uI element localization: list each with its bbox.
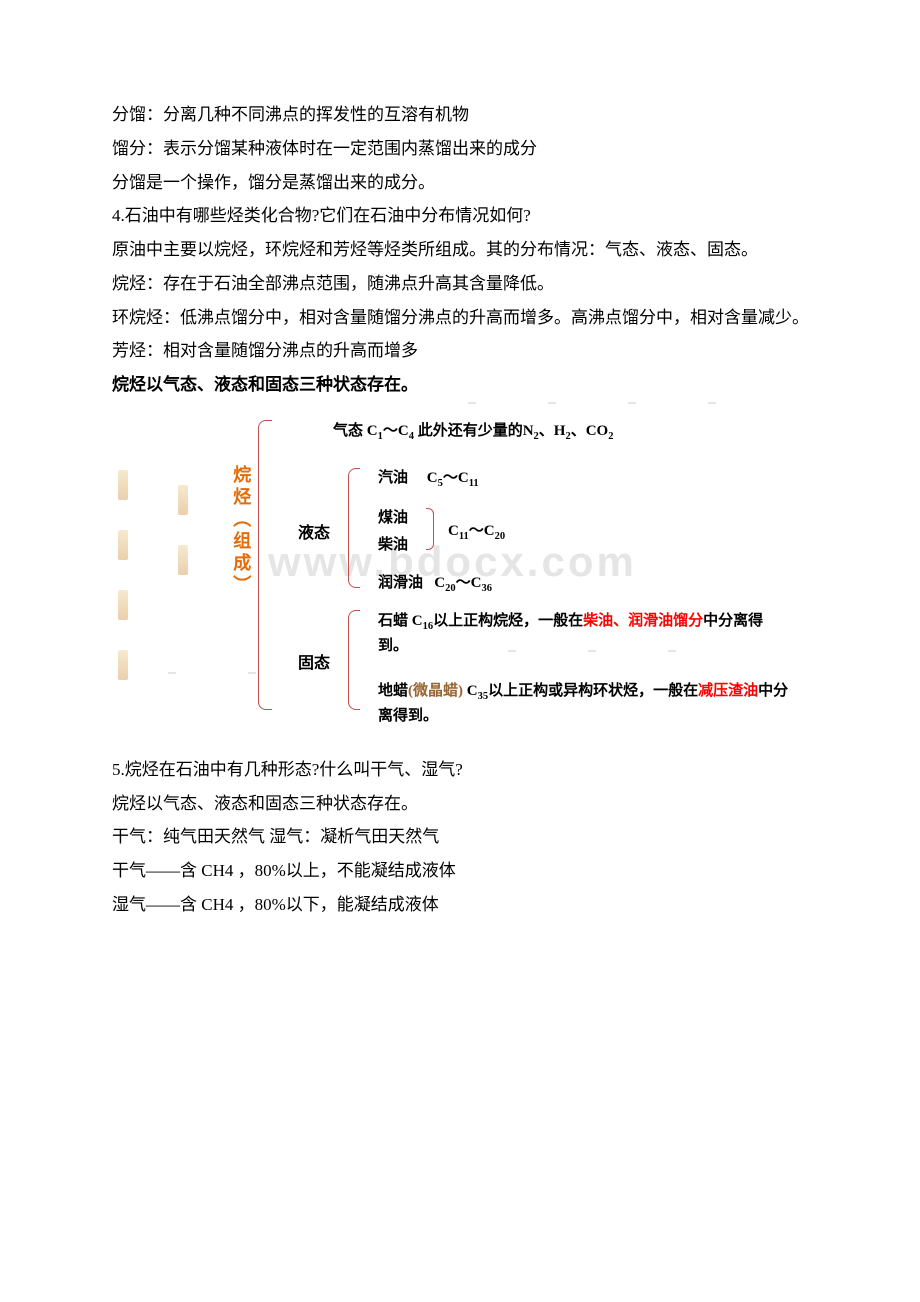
para-fenlu-def: 分馏：分离几种不同沸点的挥发性的互溶有机物	[78, 100, 842, 130]
alkane-classification-diagram: www.bdocx.com 烷烃（组成） 气态 C1～C4 此外还有少量的N2、…	[148, 410, 748, 740]
para-dry-wet-gas-def: 干气：纯气田天然气 湿气：凝析气田天然气	[78, 822, 842, 852]
gas-line: 气态 C1～C4 此外还有少量的N2、H2、CO2	[333, 418, 613, 446]
para-fenlu-liufen-diff: 分馏是一个操作，馏分是蒸馏出来的成分。	[78, 168, 842, 198]
question-4: 4.石油中有哪些烃类化合物?它们在石油中分布情况如何?	[78, 201, 842, 231]
liquid-bracket	[348, 468, 360, 588]
main-bracket	[258, 420, 272, 710]
question-5: 5.烷烃在石油中有几种形态?什么叫干气、湿气?	[78, 755, 842, 785]
watermark-bar	[118, 650, 128, 680]
watermark-bar	[178, 545, 188, 575]
grid-mark	[248, 672, 256, 674]
solid-state-label: 固态	[298, 650, 330, 678]
diesel-line: 柴油	[378, 532, 408, 558]
grid-mark	[548, 402, 556, 404]
para-aromatic-dist: 芳烃：相对含量随馏分沸点的升高而增多	[78, 336, 842, 366]
watermark-bar	[118, 470, 128, 500]
kd-range: C11～C20	[448, 518, 505, 546]
ceresin-line: 地蜡(微晶蜡) C35以上正构或异构环状烃，一般在减压渣油中分离得到。	[378, 680, 798, 727]
watermark-bar	[118, 590, 128, 620]
para-cycloalkane-dist: 环烷烃：低沸点馏分中，相对含量随馏分沸点的升高而增多。高沸点馏分中，相对含量减少…	[78, 303, 842, 333]
grid-mark	[668, 650, 676, 652]
grid-mark	[168, 672, 176, 674]
gasoline-line: 汽油 C5～C11	[378, 465, 479, 493]
paraffin-line: 石蜡 C16以上正构烷烃，一般在柴油、润滑油馏分中分离得到。	[378, 610, 778, 657]
kd-bracket	[426, 508, 434, 550]
para-dry-gas: 干气——含 CH4 ，80%以上，不能凝结成液体	[78, 856, 842, 886]
para-alkane-dist: 烷烃：存在于石油全部沸点范围，随沸点升高其含量降低。	[78, 269, 842, 299]
grid-mark	[468, 402, 476, 404]
grid-mark	[708, 402, 716, 404]
solid-bracket	[348, 610, 360, 710]
grid-mark	[588, 650, 596, 652]
kerosene-line: 煤油	[378, 505, 408, 531]
watermark-bar	[178, 485, 188, 515]
para-liufen-def: 馏分：表示分馏某种液体时在一定范围内蒸馏出来的成分	[78, 134, 842, 164]
lube-line: 润滑油 C20～C36	[378, 570, 492, 598]
para-alkane-states-bold: 烷烃以气态、液态和固态三种状态存在。	[78, 370, 842, 400]
root-label: 烷烃（组成）	[228, 465, 253, 597]
watermark-bar	[118, 530, 128, 560]
liquid-state-label: 液态	[298, 520, 330, 548]
grid-mark	[628, 402, 636, 404]
para-crude-composition: 原油中主要以烷烃，环烷烃和芳烃等烃类所组成。其的分布情况：气态、液态、固态。	[78, 235, 842, 265]
para-alkane-states: 烷烃以气态、液态和固态三种状态存在。	[78, 789, 842, 819]
para-wet-gas: 湿气——含 CH4 ，80%以下，能凝结成液体	[78, 890, 842, 920]
grid-mark	[508, 650, 516, 652]
